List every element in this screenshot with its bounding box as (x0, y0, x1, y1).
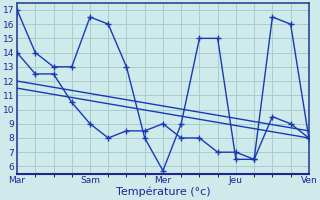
X-axis label: Température (°c): Température (°c) (116, 187, 210, 197)
